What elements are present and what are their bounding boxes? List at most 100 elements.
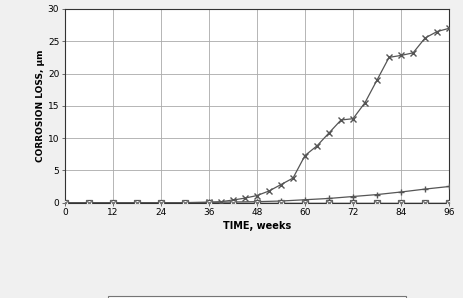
Conv.-35 xyxy=(278,199,284,203)
ECR-10h-35 xyxy=(422,201,428,204)
ECR-4h-45 xyxy=(326,201,332,204)
Conv.-35 xyxy=(110,201,116,204)
Conv.-35 xyxy=(86,201,92,204)
ECR-4h-45 xyxy=(110,201,116,204)
ECR-10h-35 xyxy=(278,201,284,204)
ECR-10h-45 xyxy=(446,201,452,204)
ECR-4h-45 xyxy=(86,201,92,204)
Conv.-45 xyxy=(362,101,368,104)
Conv.-35 xyxy=(374,193,380,196)
Conv.-45 xyxy=(86,201,92,204)
ECR-10h-45 xyxy=(86,201,92,204)
Conv.-45 xyxy=(446,27,452,30)
ECR-10h-35 xyxy=(158,201,164,204)
Conv.-45 xyxy=(290,176,296,180)
ECR-10h-45 xyxy=(158,201,164,204)
ECR-10h-45 xyxy=(62,201,68,204)
Line: Conv.-35: Conv.-35 xyxy=(62,183,452,206)
ECR-10h-45 xyxy=(350,201,356,204)
X-axis label: TIME, weeks: TIME, weeks xyxy=(223,221,291,231)
Conv.-45 xyxy=(182,201,188,204)
Conv.-45 xyxy=(410,51,416,55)
Conv.-45 xyxy=(302,154,308,157)
Conv.-35 xyxy=(350,195,356,198)
Conv.-35 xyxy=(422,187,428,191)
ECR-4h-45 xyxy=(182,201,188,204)
ECR-10h-45 xyxy=(110,201,116,204)
ECR-10h-45 xyxy=(134,201,140,204)
ECR-4h-45 xyxy=(374,201,380,204)
ECR-4h-45 xyxy=(398,201,404,204)
Conv.-45 xyxy=(62,201,68,204)
ECR-10h-35 xyxy=(182,201,188,204)
Conv.-35 xyxy=(230,200,236,204)
Conv.-45 xyxy=(242,196,248,200)
ECR-10h-45 xyxy=(398,201,404,204)
Conv.-45 xyxy=(338,118,344,122)
Conv.-45 xyxy=(266,189,272,193)
Conv.-45 xyxy=(278,183,284,186)
ECR-10h-35 xyxy=(374,201,380,204)
ECR-10h-45 xyxy=(182,201,188,204)
Conv.-45 xyxy=(230,198,236,202)
ECR-10h-45 xyxy=(278,201,284,204)
Conv.-35 xyxy=(62,201,68,204)
Conv.-35 xyxy=(302,198,308,201)
ECR-4h-45 xyxy=(158,201,164,204)
ECR-10h-35 xyxy=(110,201,116,204)
ECR-4h-45 xyxy=(278,201,284,204)
Conv.-45 xyxy=(350,117,356,120)
ECR-10h-35 xyxy=(86,201,92,204)
Conv.-45 xyxy=(254,194,260,197)
ECR-10h-45 xyxy=(230,201,236,204)
ECR-10h-45 xyxy=(206,201,212,204)
ECR-4h-45 xyxy=(446,201,452,204)
Line: ECR-4h-45: ECR-4h-45 xyxy=(62,200,452,205)
Line: ECR-10h-45: ECR-10h-45 xyxy=(62,200,452,205)
ECR-10h-35 xyxy=(254,201,260,204)
Conv.-45 xyxy=(434,30,440,33)
Conv.-35 xyxy=(182,201,188,204)
ECR-10h-45 xyxy=(422,201,428,204)
Conv.-35 xyxy=(398,190,404,194)
ECR-4h-45 xyxy=(206,201,212,204)
ECR-10h-35 xyxy=(302,201,308,204)
Conv.-35 xyxy=(254,200,260,204)
ECR-10h-35 xyxy=(206,201,212,204)
Line: Conv.-45: Conv.-45 xyxy=(62,26,452,205)
Conv.-45 xyxy=(134,201,140,204)
Conv.-45 xyxy=(314,144,320,148)
Y-axis label: CORROSION LOSS, µm: CORROSION LOSS, µm xyxy=(36,49,45,162)
Conv.-35 xyxy=(326,197,332,200)
Conv.-45 xyxy=(206,201,212,204)
Conv.-45 xyxy=(110,201,116,204)
ECR-10h-35 xyxy=(134,201,140,204)
Conv.-45 xyxy=(326,131,332,135)
ECR-10h-35 xyxy=(398,201,404,204)
ECR-4h-45 xyxy=(134,201,140,204)
Conv.-45 xyxy=(398,54,404,57)
Conv.-35 xyxy=(158,201,164,204)
ECR-10h-45 xyxy=(254,201,260,204)
Conv.-45 xyxy=(158,201,164,204)
Conv.-45 xyxy=(374,78,380,82)
ECR-10h-45 xyxy=(326,201,332,204)
ECR-4h-45 xyxy=(62,201,68,204)
ECR-10h-45 xyxy=(374,201,380,204)
Legend: Conv.-45, Conv.-35, ECR-4h-45, ECR-10h-45, ECR-10h-35: Conv.-45, Conv.-35, ECR-4h-45, ECR-10h-4… xyxy=(107,296,407,298)
ECR-10h-35 xyxy=(326,201,332,204)
Conv.-45 xyxy=(422,36,428,40)
ECR-4h-45 xyxy=(422,201,428,204)
Conv.-35 xyxy=(206,201,212,204)
ECR-4h-45 xyxy=(350,201,356,204)
ECR-4h-45 xyxy=(254,201,260,204)
Conv.-35 xyxy=(446,185,452,188)
ECR-10h-35 xyxy=(446,201,452,204)
ECR-10h-35 xyxy=(350,201,356,204)
ECR-10h-35 xyxy=(230,201,236,204)
ECR-10h-45 xyxy=(302,201,308,204)
ECR-10h-35 xyxy=(62,201,68,204)
ECR-4h-45 xyxy=(230,201,236,204)
Conv.-45 xyxy=(386,55,392,59)
Conv.-35 xyxy=(134,201,140,204)
